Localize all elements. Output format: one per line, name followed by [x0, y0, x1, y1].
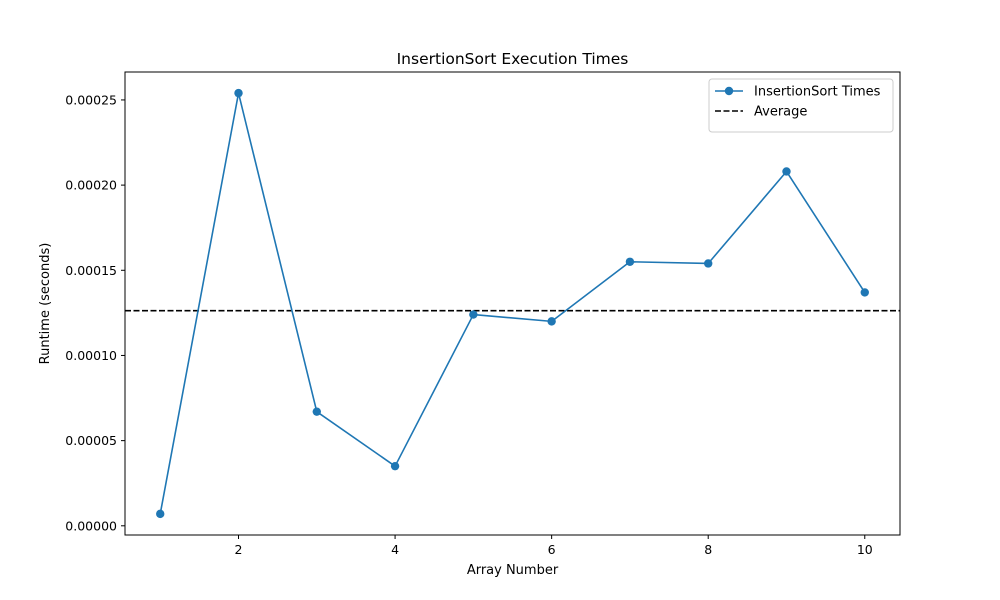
data-point — [625, 257, 635, 266]
y-tick-label: 0.00025 — [65, 92, 117, 107]
x-tick-label: 2 — [235, 542, 243, 557]
x-tick-label: 10 — [857, 542, 873, 557]
legend-swatch-marker — [724, 86, 734, 96]
data-point — [312, 407, 321, 416]
y-tick-label: 0.00000 — [65, 518, 117, 533]
x-tick-label: 8 — [704, 542, 712, 557]
y-tick-label: 0.00010 — [65, 348, 117, 363]
legend-label: InsertionSort Times — [754, 85, 881, 100]
data-point — [469, 310, 478, 319]
data-point — [860, 288, 869, 297]
y-axis-label: Runtime (seconds) — [38, 243, 53, 365]
x-tick-label: 4 — [391, 542, 399, 557]
data-point — [704, 259, 713, 268]
data-point — [156, 509, 165, 519]
plot-area: 2 4 6 8 10 0.00000 0.00005 0.00010 0.00015 0.0002… — [65, 71, 901, 557]
data-point — [234, 88, 243, 98]
y-tick-label: 0.00020 — [65, 178, 117, 193]
data-point — [547, 317, 556, 326]
x-tick-label: 6 — [548, 542, 556, 557]
legend-box — [708, 78, 894, 133]
chart-title: InsertionSort Execution Times — [397, 50, 629, 68]
data-point — [390, 461, 400, 471]
x-axis-label: Array Number — [467, 563, 559, 578]
y-tick-label: 0.00005 — [65, 433, 117, 448]
legend: InsertionSort Times Average — [708, 78, 894, 133]
y-tick-label: 0.00015 — [65, 263, 117, 278]
data-point — [782, 167, 791, 176]
axes-frame — [124, 71, 901, 536]
series-line — [159, 92, 866, 515]
legend-label: Average — [754, 105, 807, 120]
